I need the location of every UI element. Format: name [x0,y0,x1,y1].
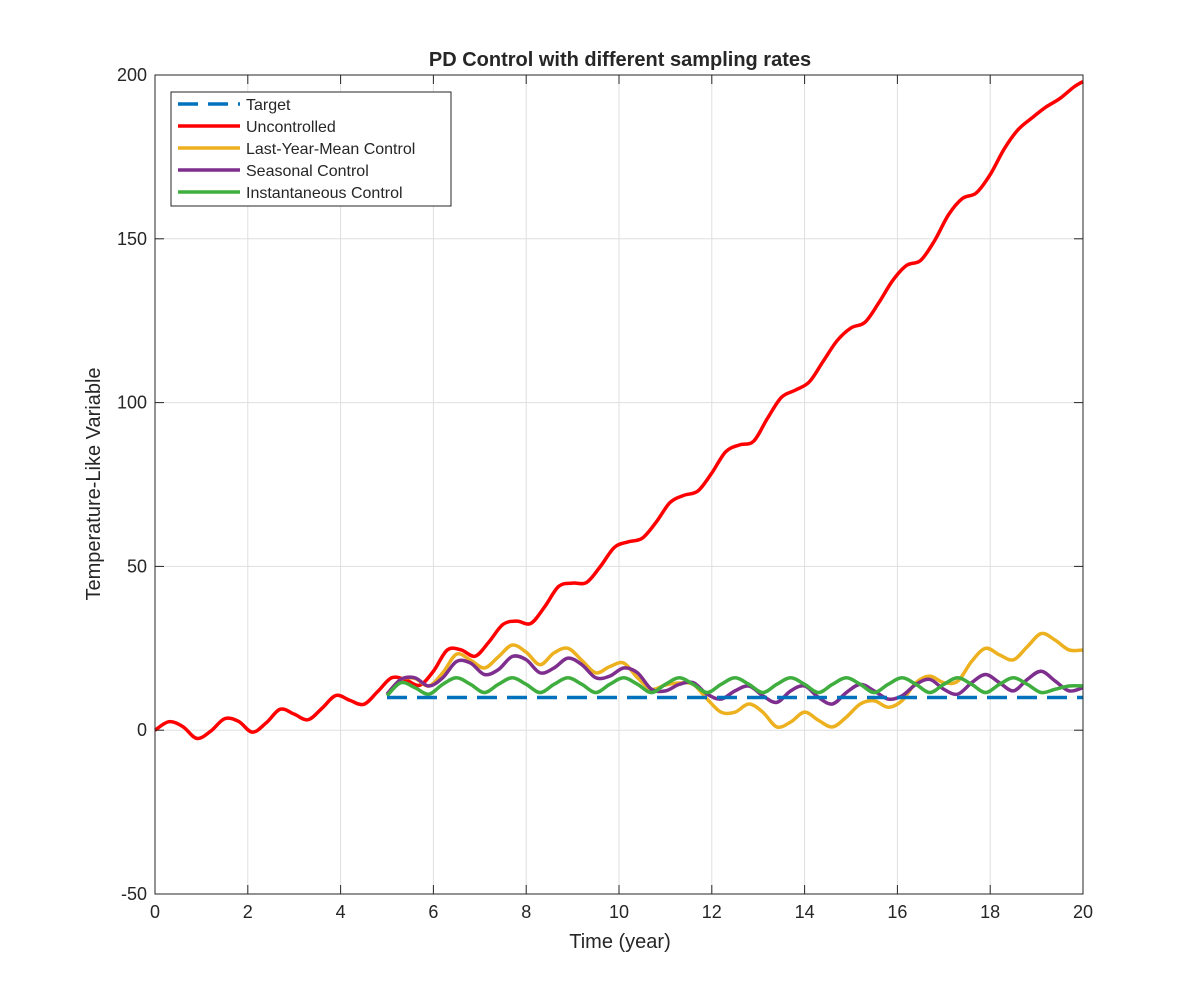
x-tick-label: 10 [609,902,629,922]
x-axis-label: Time (year) [569,931,670,953]
legend-label-target: Target [246,97,291,114]
y-tick-label: 200 [117,65,147,85]
series-layer [154,80,1084,741]
x-tick-label: 14 [795,902,815,922]
x-tick-label: 20 [1073,902,1093,922]
legend-label-seasonal-control: Seasonal Control [246,163,369,180]
chart-title: PD Control with different sampling rates [429,49,811,71]
series-line-last-year-mean-control [385,631,1084,730]
x-tick-label: 8 [521,902,531,922]
x-tick-label: 4 [336,902,346,922]
x-tick-label: 12 [702,902,722,922]
y-tick-label: 50 [127,556,147,576]
legend: Target Uncontrolled Last-Year-Mean Control… [170,91,452,207]
y-axis-label: Temperature-Like Variable [83,367,105,600]
y-tick-label: -50 [121,884,147,904]
grid-lines [155,75,1083,894]
series-line-uncontrolled [154,80,1084,741]
y-tick-label: 0 [137,720,147,740]
axis-ticks [154,74,1084,895]
x-tick-label: 16 [887,902,907,922]
legend-label-instantaneous-control: Instantaneous Control [246,185,403,202]
y-tick-label: 100 [117,393,147,413]
legend-label-last-year-mean-control: Last-Year-Mean Control [246,141,415,158]
x-tick-label: 2 [243,902,253,922]
x-tick-labels: 0 2 4 6 8 10 12 14 16 18 20 [150,902,1093,922]
x-tick-label: 18 [980,902,1000,922]
x-tick-label: 0 [150,902,160,922]
series-line-seasonal-control [385,654,1084,706]
y-tick-label: 150 [117,229,147,249]
series-line-instantaneous-control [385,676,1084,698]
y-tick-labels: -50 0 50 100 150 200 [117,65,147,904]
x-tick-label: 6 [428,902,438,922]
legend-label-uncontrolled: Uncontrolled [246,119,336,136]
